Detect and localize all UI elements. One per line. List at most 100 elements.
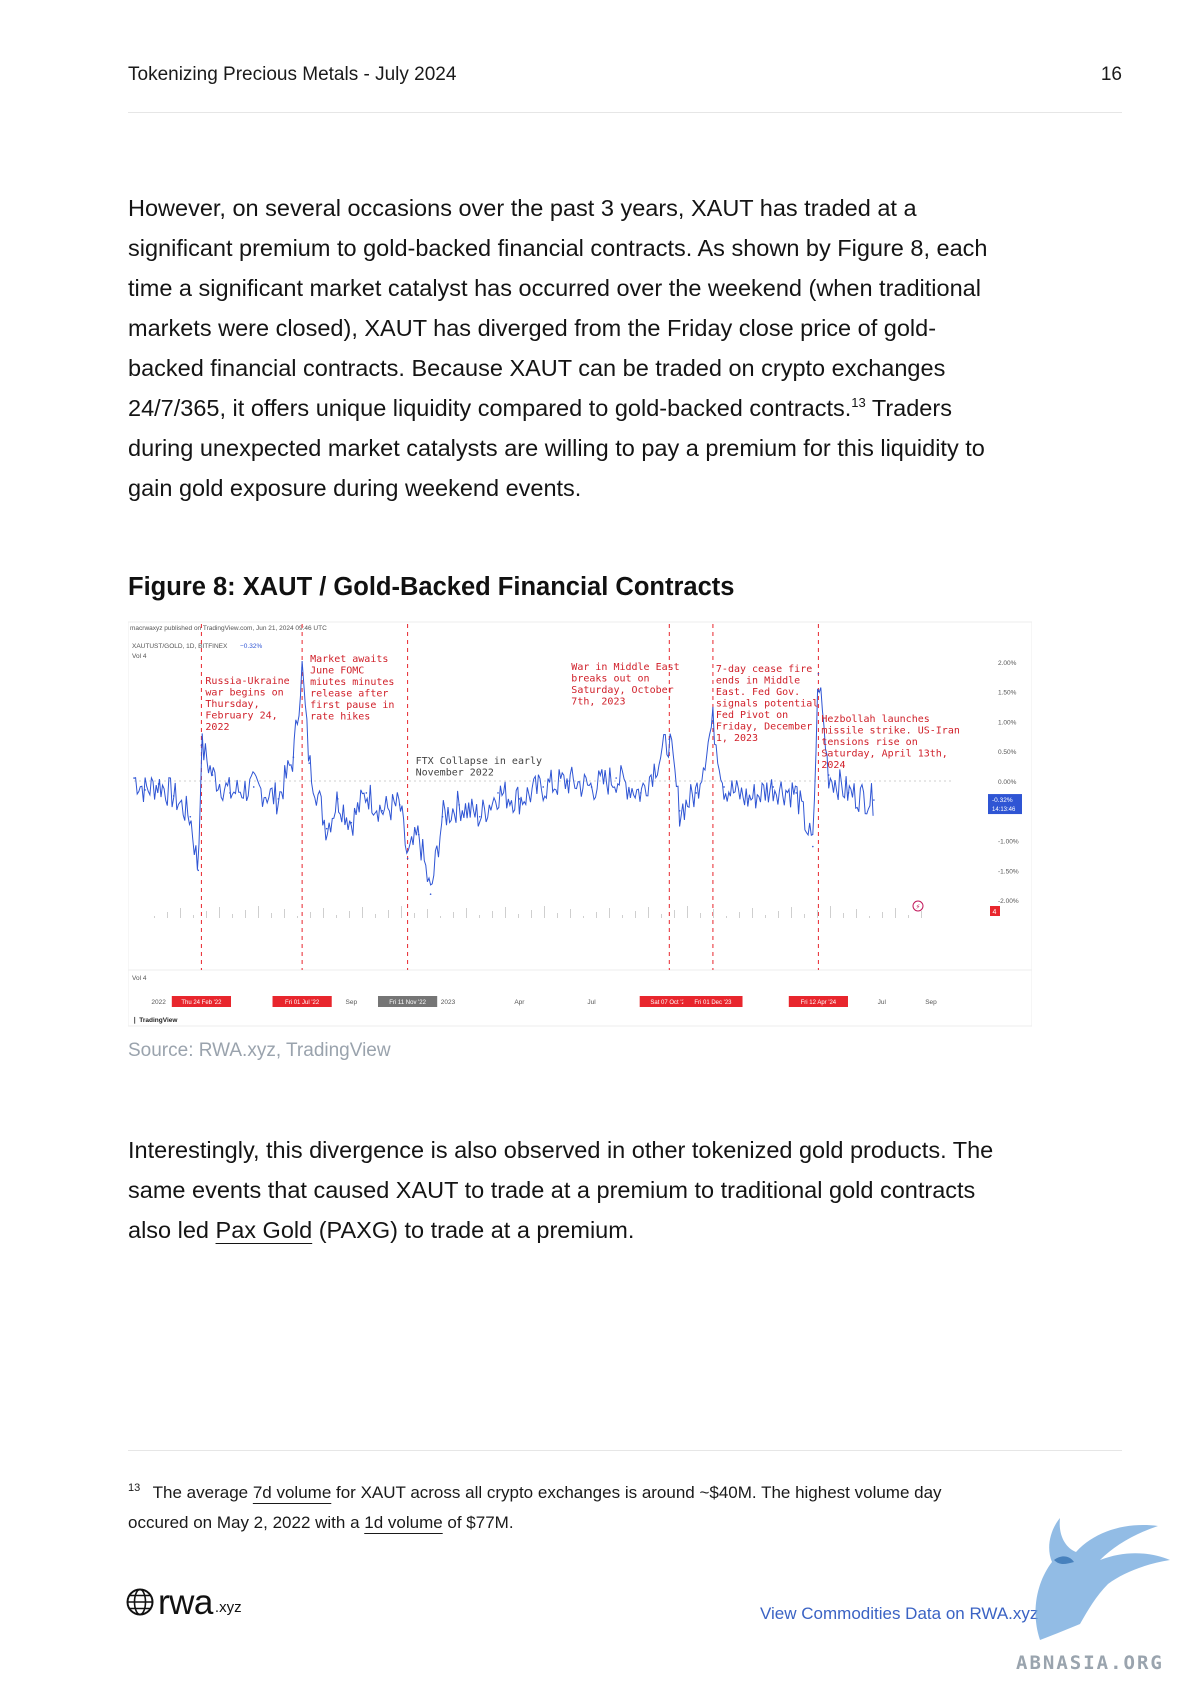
volume-bar: [817, 910, 818, 918]
volume-bar: [154, 916, 155, 918]
7d-volume-link[interactable]: 7d volume: [253, 1483, 331, 1502]
volume-bar: [791, 907, 792, 918]
y-tick-label: 2.00%: [998, 660, 1017, 667]
data-point: [399, 804, 401, 806]
volume-bar: [908, 915, 909, 918]
volume-bar: [362, 907, 363, 918]
data-point: [201, 744, 203, 746]
data-point: [407, 858, 409, 860]
annotation-text: Thursday,: [205, 699, 259, 710]
xaut-gold-chart: macrwaxyz published on TradingView.com, …: [128, 618, 1032, 1030]
annotation-text: breaks out on: [571, 674, 649, 685]
footnote-divider: [128, 1450, 1122, 1451]
footnote-number: 13: [128, 1482, 140, 1494]
data-point: [723, 786, 725, 788]
data-point: [418, 834, 420, 836]
indicator-badge: 4: [993, 909, 997, 916]
volume-bar: [635, 911, 636, 918]
volume-bar: [206, 911, 207, 918]
document-title: Tokenizing Precious Metals - July 2024: [128, 64, 456, 86]
x-tick-label: 2022: [151, 999, 166, 1006]
volume-bar: [804, 914, 805, 918]
figure-source: Source: RWA.xyz, TradingView: [128, 1040, 391, 1062]
volume-bar: [869, 916, 870, 918]
annotation-text: East. Fed Gov.: [716, 687, 800, 698]
page-header: Tokenizing Precious Metals - July 2024 1…: [128, 64, 1122, 113]
data-point: [818, 673, 820, 675]
annotation-text: rate hikes: [310, 712, 370, 723]
data-point: [828, 774, 830, 776]
data-point: [519, 798, 521, 800]
x-tick-label: Apr: [514, 999, 525, 1006]
data-point: [695, 792, 697, 794]
volume-bar: [492, 911, 493, 918]
volume-bar: [323, 908, 324, 918]
watermark: ABNASIA.ORG: [1000, 1500, 1190, 1684]
data-point: [173, 795, 175, 797]
volume-bar: [752, 908, 753, 918]
chart-volume-label: Vol 4: [132, 653, 147, 660]
data-point: [301, 667, 303, 669]
volume-bar: [674, 910, 675, 918]
volume-bar: [232, 914, 233, 918]
chart-svg: macrwaxyz published on TradingView.com, …: [128, 618, 1032, 1030]
volume-bar: [596, 912, 597, 918]
data-point: [772, 786, 774, 788]
volume-bar: [401, 906, 402, 918]
volume-bar: [726, 916, 727, 918]
x-tick-label: 2023: [441, 999, 456, 1006]
data-point: [748, 798, 750, 800]
data-point: [679, 810, 681, 812]
volume-bar: [180, 908, 181, 918]
data-point: [144, 789, 146, 791]
y-tick-label: -1.00%: [998, 839, 1019, 846]
paragraph-text: (PAXG) to trade at a premium.: [312, 1217, 634, 1243]
x-tick-label: Sep: [346, 999, 358, 1006]
watermark-text: ABNASIA.ORG: [1016, 1652, 1164, 1674]
bird-logo-icon: [1000, 1500, 1190, 1650]
footnote-reference[interactable]: 13: [851, 395, 865, 410]
annotation-text: miutes minutes: [310, 677, 394, 688]
volume-bar: [856, 909, 857, 918]
data-point: [848, 792, 850, 794]
data-point: [430, 893, 432, 895]
view-commodities-link[interactable]: View Commodities Data on RWA.xyz: [760, 1604, 1038, 1624]
volume-bar: [570, 909, 571, 918]
annotation-text: tensions rise on: [821, 737, 917, 748]
figure-title: Figure 8: XAUT / Gold-Backed Financial C…: [128, 573, 734, 602]
volume-bar: [193, 915, 194, 918]
data-point: [497, 792, 499, 794]
1d-volume-link[interactable]: 1d volume: [364, 1513, 442, 1532]
annotation-text: Saturday, April 13th,: [821, 749, 947, 760]
data-point: [640, 792, 642, 794]
data-point: [615, 777, 617, 779]
volume-bar: [479, 915, 480, 918]
chart-published-line: macrwaxyz published on TradingView.com, …: [130, 625, 327, 632]
pax-gold-link[interactable]: Pax Gold: [216, 1217, 313, 1243]
event-date-label: Sat 07 Oct '23: [650, 1000, 688, 1006]
event-date-label: Fri 12 Apr '24: [801, 1000, 837, 1006]
rwa-logo[interactable]: rwa .xyz: [126, 1582, 242, 1622]
volume-bar: [284, 909, 285, 918]
y-tick-label: -2.00%: [998, 898, 1019, 905]
footnote-13: 13 The average 7d volume for XAUT across…: [128, 1478, 988, 1538]
annotation-text: 1, 2023: [716, 733, 758, 744]
volume-bar: [609, 908, 610, 918]
annotation-text: Market awaits: [310, 654, 388, 665]
volume-bar: [557, 913, 558, 918]
event-date-label: Fri 01 Dec '23: [694, 1000, 732, 1006]
volume-bar: [388, 910, 389, 918]
data-point: [278, 798, 280, 800]
data-point: [591, 786, 593, 788]
volume-bar: [778, 911, 779, 918]
volume-bar: [687, 906, 688, 918]
y-tick-label: 1.50%: [998, 690, 1017, 697]
x-tick-label: Jul: [587, 999, 596, 1006]
volume-bar: [414, 913, 415, 918]
annotation-text: missile strike. US-Iran: [821, 726, 959, 737]
annotation-text: War in Middle East: [571, 662, 679, 673]
volume-bar: [882, 912, 883, 918]
volume-bar: [648, 907, 649, 918]
data-point: [212, 774, 214, 776]
annotation-text: 2022: [205, 722, 229, 733]
